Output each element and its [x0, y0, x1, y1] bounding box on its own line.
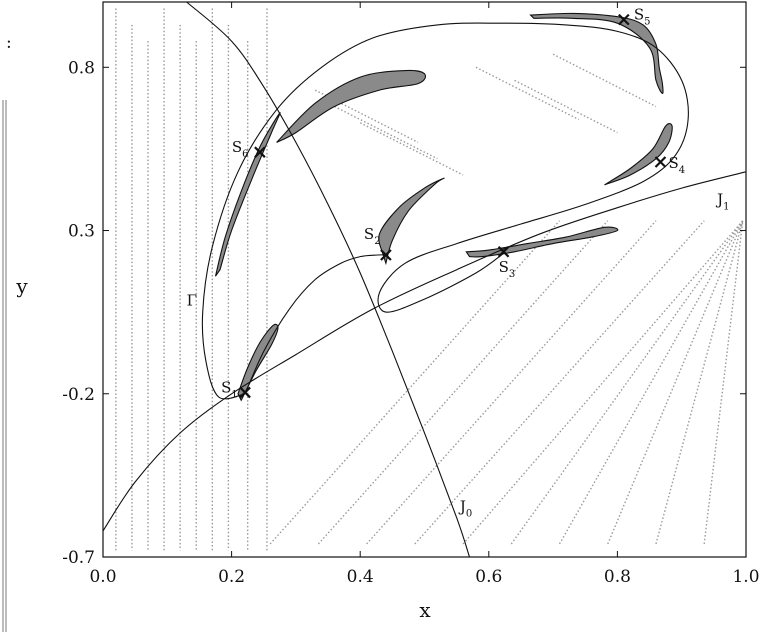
y-tick-label: 0.3	[68, 222, 95, 242]
x-axis-label: x	[419, 598, 431, 622]
y-tick-label: 0.8	[68, 58, 95, 78]
y-axis-label: y	[15, 274, 28, 298]
curve-label: J1	[715, 190, 729, 212]
shaded-region	[214, 112, 281, 277]
texture-line	[514, 79, 618, 134]
x-tick-label: 1.0	[732, 567, 759, 587]
texture-line	[703, 220, 744, 545]
shaded-region	[604, 123, 673, 186]
curve-label: J0	[458, 497, 472, 519]
curve-line	[186, 1, 471, 558]
svg-text::: :	[6, 33, 12, 53]
texture-line	[552, 53, 657, 108]
saddle-point-label: S1	[221, 378, 238, 400]
texture-line	[607, 220, 744, 545]
curve-line	[102, 171, 747, 532]
texture-line	[475, 66, 580, 121]
x-tick-label: 0.2	[218, 567, 245, 587]
saddle-point-label: S6	[232, 138, 249, 160]
texture-line	[655, 220, 744, 545]
saddle-point-label: S5	[634, 6, 651, 28]
saddle-point-label: S4	[668, 154, 685, 176]
x-tick-label: 0.0	[89, 567, 116, 587]
texture-line	[317, 220, 609, 545]
saddle-point-marker	[254, 146, 266, 158]
saddle-point-marker	[497, 245, 510, 258]
curve-label: Γ	[187, 292, 197, 310]
shaded-region	[465, 226, 619, 258]
left-edge-marks: :	[2, 33, 12, 632]
texture-line	[462, 220, 744, 545]
x-tick-label: 0.4	[347, 567, 374, 587]
y-tick-label: -0.7	[62, 548, 95, 568]
x-tick-label: 0.8	[604, 567, 631, 587]
saddle-point-marker	[380, 249, 392, 261]
x-tick-label: 0.6	[475, 567, 502, 587]
curve-line	[244, 254, 386, 395]
saddle-points: S1 S2 S3 S4 S5 S6	[221, 6, 685, 401]
texture-line	[334, 105, 438, 160]
y-tick-label: -0.2	[62, 385, 95, 405]
saddle-point-label: S3	[499, 258, 516, 280]
texture-line	[510, 220, 744, 545]
saddle-point-marker	[618, 13, 630, 26]
shaded-region	[276, 69, 426, 143]
saddle-point-marker	[239, 386, 251, 399]
saddle-point-label: S2	[364, 225, 381, 247]
texture-line	[269, 220, 561, 545]
axis-ticks: 0.0 0.2 0.4 0.6 0.8 1.0 -0.7 -0.2 0.3 0.8	[62, 2, 760, 587]
saddle-point-marker	[654, 156, 667, 168]
curve-line	[201, 22, 689, 400]
hatch-texture	[115, 8, 744, 551]
texture-line	[359, 122, 464, 176]
shaded-region	[529, 12, 664, 94]
plot-frame	[102, 1, 747, 558]
shaded-regions	[214, 12, 673, 402]
texture-line	[558, 220, 744, 545]
curves: J0 J1 Γ	[102, 1, 747, 558]
